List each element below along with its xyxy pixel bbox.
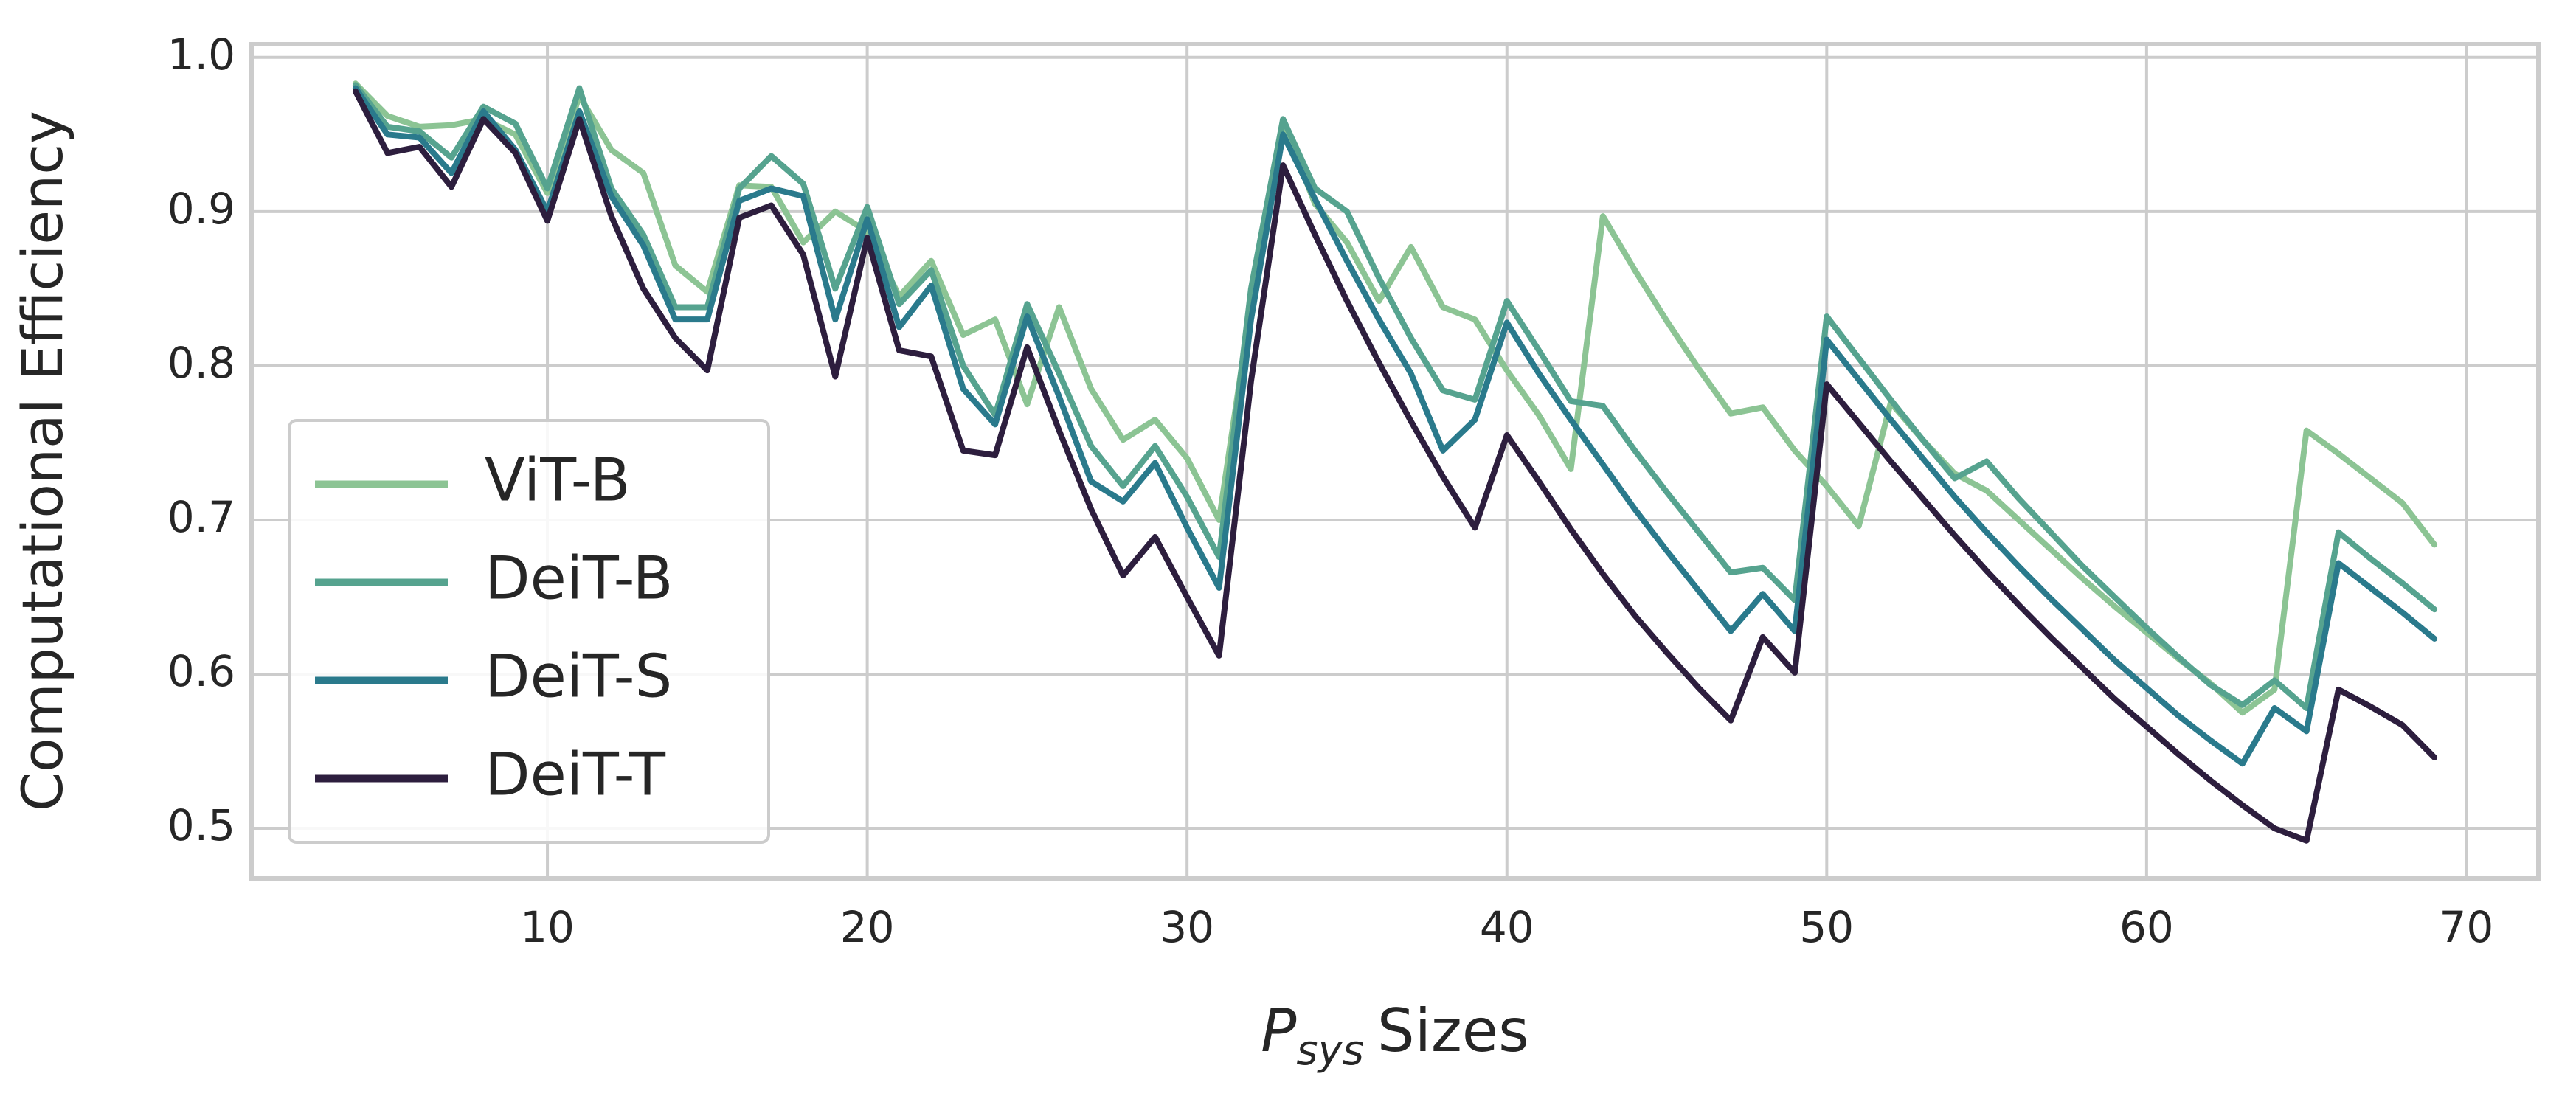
x-label-symbol: P <box>1261 997 1297 1065</box>
x-tick-label: 20 <box>840 902 895 952</box>
series-line <box>352 88 2438 844</box>
y-axis-label: Computational Efficiency <box>10 111 75 811</box>
legend: ViT-B DeiT-B DeiT-S DeiT-T <box>288 419 770 844</box>
y-tick-label: 1.0 <box>167 30 235 80</box>
y-tick-label: 0.8 <box>167 338 235 388</box>
legend-label: DeiT-S <box>485 642 672 710</box>
legend-label: DeiT-B <box>485 544 673 612</box>
y-tick-label: 0.7 <box>167 492 235 542</box>
x-label-subscript: sys <box>1296 1027 1364 1075</box>
y-tick-label: 0.6 <box>167 646 235 696</box>
legend-box <box>288 419 770 844</box>
x-tick-label: 10 <box>520 902 575 952</box>
legend-label: DeiT-T <box>485 740 666 808</box>
y-tick-label: 0.9 <box>167 184 235 234</box>
x-tick-label: 40 <box>1480 902 1534 952</box>
x-tick-label: 50 <box>1799 902 1854 952</box>
series-line <box>352 85 2438 767</box>
y-tick-label: 0.5 <box>167 800 235 850</box>
x-tick-label: 70 <box>2440 902 2494 952</box>
series-line <box>352 82 2438 711</box>
x-axis-label: Psys Sizes <box>1261 997 1529 1075</box>
plot-frame <box>249 42 2541 881</box>
legend-label: ViT-B <box>485 446 631 514</box>
x-tick-label: 30 <box>1160 902 1214 952</box>
x-label-text: Sizes <box>1377 997 1529 1065</box>
x-tick-label: 60 <box>2119 902 2174 952</box>
series-line <box>352 80 2438 716</box>
